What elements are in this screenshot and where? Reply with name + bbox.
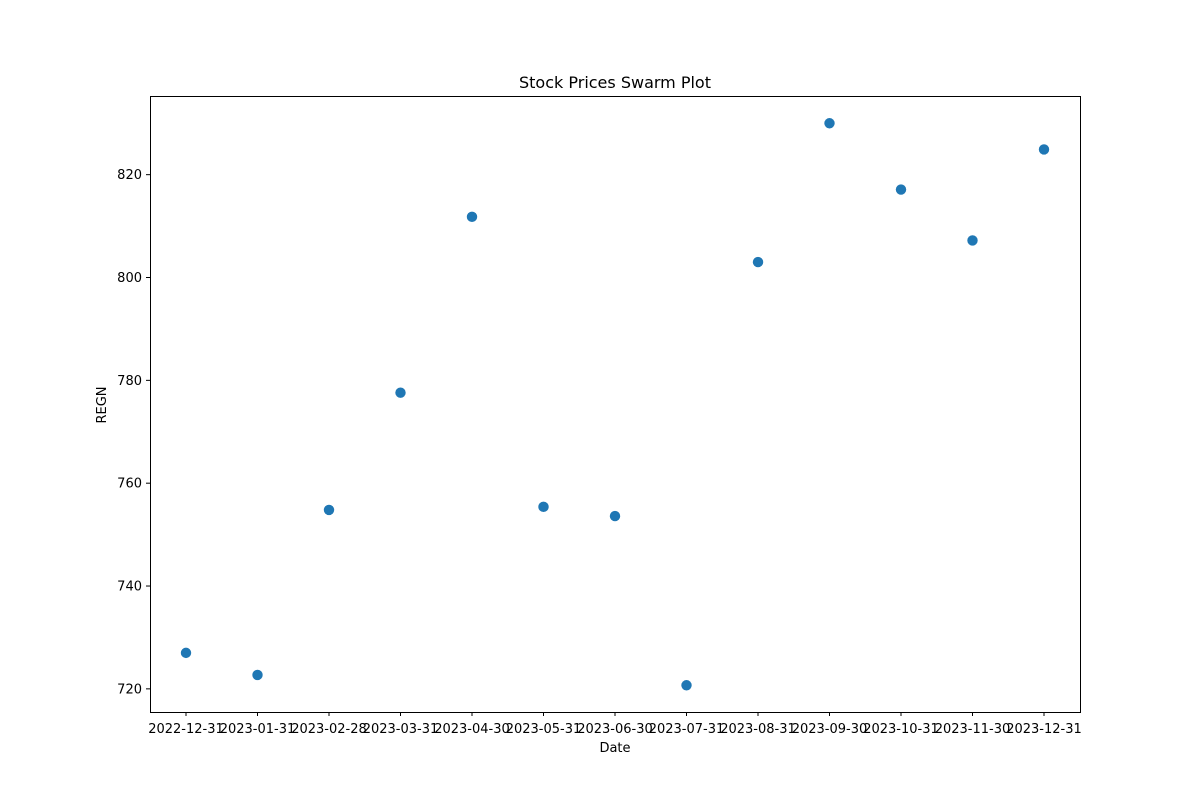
y-tick-label: 780: [117, 374, 142, 389]
data-points: [180, 118, 1050, 691]
x-tick-label: 2023-09-30: [792, 722, 868, 737]
x-tick-label: 2023-11-30: [935, 722, 1011, 737]
data-point: [323, 504, 335, 516]
y-axis-label: REGN: [95, 386, 110, 423]
y-axis: 720 740 760 780 800 820: [117, 168, 150, 697]
data-point: [967, 235, 978, 246]
x-tick-label: 2023-01-31: [220, 722, 296, 737]
x-tick-label: 2023-03-31: [363, 722, 439, 737]
data-point: [1038, 144, 1050, 155]
data-point: [681, 680, 692, 691]
y-tick-label: 800: [117, 271, 142, 286]
data-point: [824, 118, 835, 129]
data-point: [609, 510, 621, 522]
data-point: [180, 647, 192, 659]
x-tick-label: 2023-07-31: [649, 722, 725, 737]
x-tick-label: 2023-05-31: [506, 722, 582, 737]
plot-frame: [150, 96, 1081, 713]
x-axis-label: Date: [599, 741, 630, 756]
data-point: [538, 501, 549, 513]
y-tick-label: 760: [117, 477, 142, 492]
y-tick-label: 720: [117, 682, 142, 697]
x-tick-label: 2023-12-31: [1006, 722, 1082, 737]
x-tick-label: 2023-10-31: [863, 722, 939, 737]
data-point: [466, 211, 478, 223]
y-tick-label: 740: [117, 580, 142, 595]
x-tick-label: 2023-04-30: [434, 722, 510, 737]
data-point: [895, 184, 907, 195]
x-tick-label: 2023-08-31: [720, 722, 796, 737]
chart-title: Stock Prices Swarm Plot: [519, 73, 711, 92]
data-point: [752, 256, 764, 268]
x-tick-label: 2022-12-31: [148, 722, 224, 737]
x-axis: 2022-12-312023-01-312023-02-282023-03-31…: [148, 712, 1082, 737]
data-point: [252, 669, 263, 681]
x-tick-label: 2023-02-28: [291, 722, 367, 737]
data-point: [395, 387, 406, 398]
y-tick-label: 820: [117, 168, 142, 183]
x-tick-label: 2023-06-30: [577, 722, 653, 737]
